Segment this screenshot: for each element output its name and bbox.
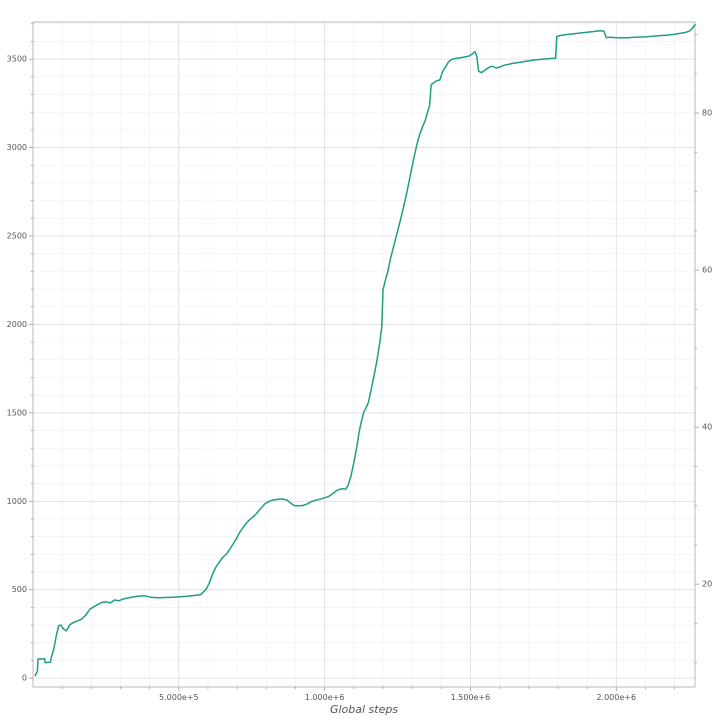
axis-ticks xyxy=(29,23,699,691)
y-left-tick-label: 2500 xyxy=(7,232,27,241)
y-right-tick-label: 60 xyxy=(702,266,712,275)
y-right-tick-label: 40 xyxy=(702,423,712,432)
tick-labels: 5.000e+5 1.000e+6 1.500e+6 2.000e+6 0 500 1000… xyxy=(7,55,713,702)
y-left-tick-label: 1500 xyxy=(7,408,27,417)
grid-minor xyxy=(33,22,695,687)
y-left-tick-label: 500 xyxy=(12,585,27,594)
x-tick-label: 5.000e+5 xyxy=(159,693,199,702)
y-left-tick-label: 2000 xyxy=(7,320,27,329)
x-tick-label: 1.500e+6 xyxy=(451,693,491,702)
x-tick-label: 1.000e+6 xyxy=(305,693,345,702)
y-left-tick-label: 3000 xyxy=(7,143,27,152)
plot-border xyxy=(32,21,696,688)
y-right-tick-label: 80 xyxy=(702,109,712,118)
grid-major xyxy=(33,22,695,687)
y-left-tick-label: 3500 xyxy=(7,55,27,64)
y-right-tick-label: 20 xyxy=(702,580,712,589)
y-left-tick-label: 1000 xyxy=(7,497,27,506)
x-axis-label: Global steps xyxy=(329,703,399,716)
series-line xyxy=(34,23,696,677)
y-left-tick-label: 0 xyxy=(22,674,27,683)
x-tick-label: 2.000e+6 xyxy=(596,693,636,702)
